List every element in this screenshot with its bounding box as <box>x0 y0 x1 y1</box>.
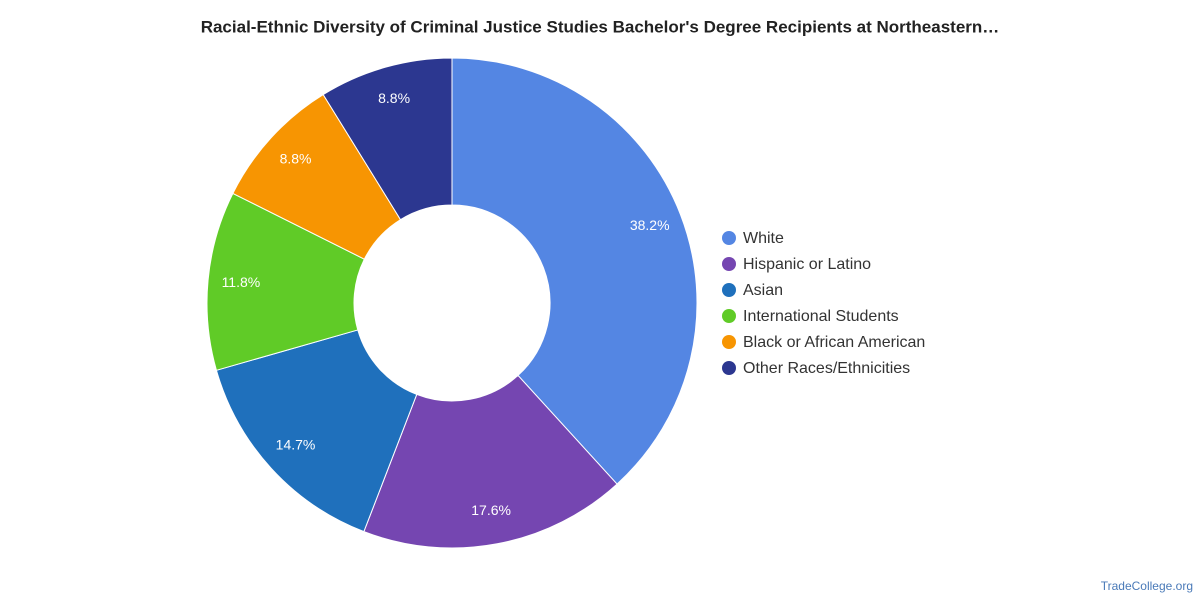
legend-label: International Students <box>743 308 899 325</box>
slice <box>206 192 366 371</box>
legend-label: White <box>743 230 784 247</box>
legend-swatch <box>722 231 736 245</box>
slice-label: 11.8% <box>222 274 261 290</box>
legend-label: Other Races/Ethnicities <box>743 360 910 377</box>
slice-label: 38.2% <box>630 217 670 233</box>
slice-label: 17.6% <box>471 502 511 518</box>
chart-title: Racial-Ethnic Diversity of Criminal Just… <box>201 17 1000 36</box>
legend-label: Asian <box>743 282 783 299</box>
slice <box>322 57 453 221</box>
legend-label: Black or African American <box>743 334 925 351</box>
slice <box>451 57 698 485</box>
slice-label: 8.8% <box>378 90 410 106</box>
slice-label: 14.7% <box>276 437 316 453</box>
source[interactable]: TradeCollege.org <box>1101 579 1193 593</box>
slice <box>363 374 618 549</box>
legend-label: Hispanic or Latino <box>743 256 871 273</box>
legend-swatch <box>722 361 736 375</box>
legend-swatch <box>722 257 736 271</box>
slice <box>215 329 418 533</box>
legend-swatch <box>722 335 736 349</box>
legend-swatch <box>722 283 736 297</box>
slice-label: 8.8% <box>280 151 312 167</box>
legend-swatch <box>722 309 736 323</box>
